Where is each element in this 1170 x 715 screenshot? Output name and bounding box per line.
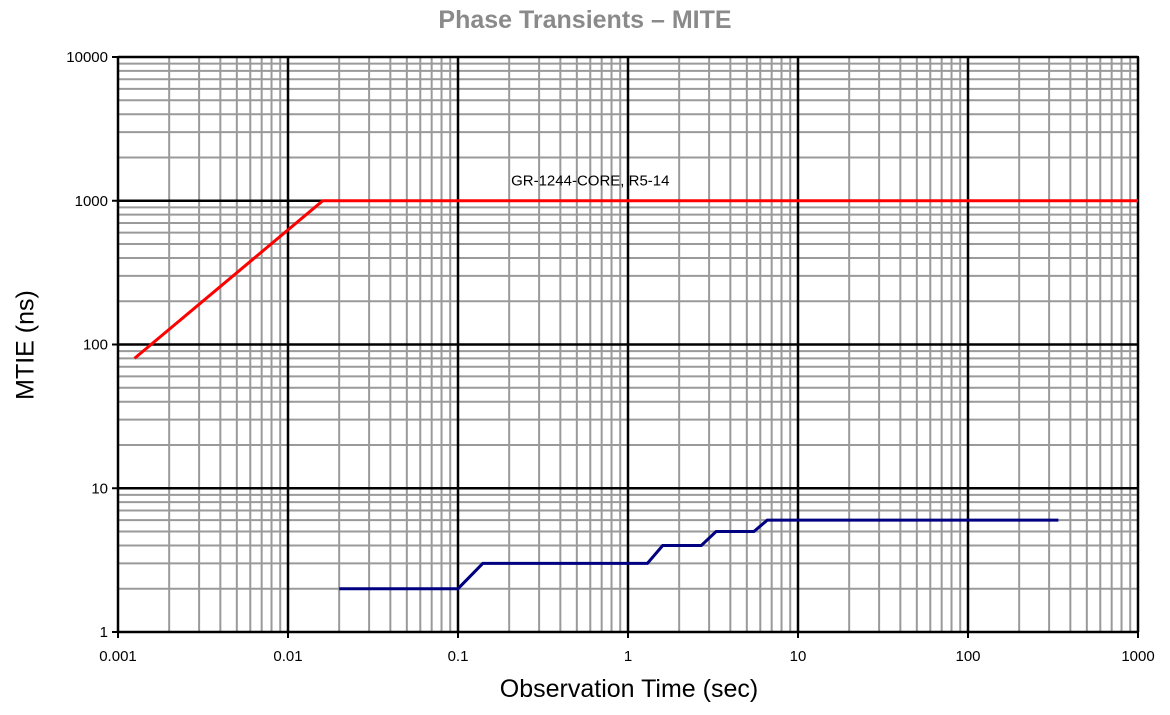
- x-axis-label: Observation Time (sec): [499, 675, 759, 703]
- y-tick-label: 10: [91, 480, 108, 497]
- series-line-1: [133, 199, 1138, 360]
- x-tick-label: 0.001: [99, 648, 137, 665]
- x-tick-label: 100: [955, 648, 980, 665]
- x-tick-label: 10: [790, 648, 807, 665]
- series-line-2: [339, 518, 1059, 591]
- y-tick-label: 1000: [75, 193, 108, 210]
- chart-title: Phase Transients – MITE: [438, 6, 732, 34]
- y-axis-label: MTIE (ns): [11, 290, 40, 400]
- y-tick-label: 100: [83, 337, 108, 354]
- annotations: GR-1244-CORE, R5-14: [511, 172, 669, 189]
- x-tick-label: 0.01: [273, 648, 302, 665]
- tick-labels: 0.001 0.01 0.1 1 10 100 1000 1 10 100 1000 10000: [66, 49, 1154, 665]
- series-annotation: GR-1244-CORE, R5-14: [511, 172, 669, 189]
- major-grid: [112, 55, 1140, 638]
- plot-frame: [117, 56, 1139, 633]
- x-tick-label: 1000: [1121, 648, 1154, 665]
- series-layer: [133, 199, 1138, 591]
- y-tick-label: 10000: [66, 49, 108, 66]
- x-tick-label: 0.1: [448, 648, 469, 665]
- x-tick-label: 1: [624, 648, 632, 665]
- y-tick-label: 1: [100, 624, 108, 641]
